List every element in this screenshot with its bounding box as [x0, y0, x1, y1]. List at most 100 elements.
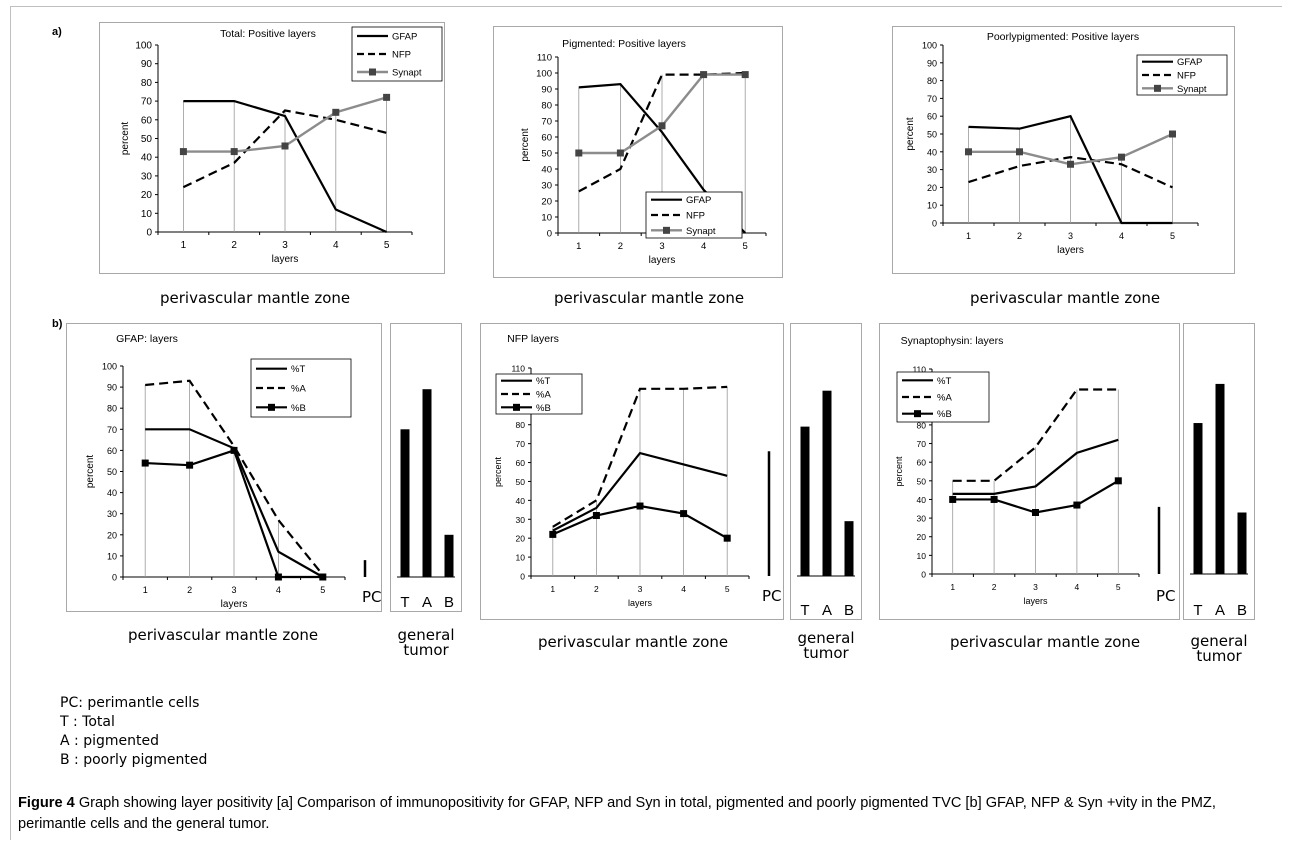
data-point	[275, 574, 282, 581]
y-axis-label: percent	[120, 122, 131, 156]
y-axis-label: percent	[520, 128, 531, 162]
legend-label: %T	[937, 376, 951, 387]
x-axis-label: layers	[649, 255, 676, 266]
y-axis-label: percent	[905, 117, 916, 151]
x-tick-label: 1	[181, 240, 187, 251]
y-tick-label: 40	[516, 496, 526, 506]
y-tick-label: 10	[917, 551, 927, 561]
y-tick-label: 50	[541, 149, 552, 160]
chart-title: GFAP: layers	[116, 333, 178, 345]
data-point	[1118, 154, 1125, 161]
data-point	[186, 462, 193, 469]
general-tumor-bar-t	[401, 429, 410, 577]
data-point	[1016, 148, 1023, 155]
general-tumor-category-label: B	[844, 602, 854, 619]
legend-label: Synapt	[686, 226, 716, 237]
data-point	[282, 142, 289, 149]
section-label-b: b)	[52, 318, 62, 330]
data-point	[949, 496, 956, 503]
data-point	[142, 460, 149, 467]
y-tick-label: 100	[922, 41, 937, 51]
x-tick-label: 4	[1075, 582, 1080, 592]
data-point	[991, 496, 998, 503]
chart-synaptophysin-layers: Synaptophysin: layers0102030405060708090…	[879, 323, 1180, 620]
general-tumor-bar-t	[801, 427, 810, 576]
tumor-word: tumor	[792, 646, 860, 661]
y-tick-label: 80	[141, 78, 153, 89]
zone-label-b1: perivascular mantle zone	[128, 626, 318, 644]
data-point	[1169, 131, 1176, 138]
chart-poorlypigmented-positive-layers: Poorlypigmented: Positive layers 0 10 20 30 4…	[892, 26, 1235, 274]
y-tick-label: 70	[107, 425, 117, 435]
general-tumor-bar-t	[1194, 423, 1203, 574]
legend-marker	[1154, 85, 1161, 92]
general-tumor-category-label: A	[822, 602, 832, 619]
y-tick-label: 50	[516, 477, 526, 487]
chart-svg: NFP layers010203040506070809010011012345…	[481, 324, 783, 619]
y-tick-label: 0	[547, 229, 552, 240]
x-tick-label: 1	[950, 582, 955, 592]
data-point	[593, 512, 600, 519]
x-tick-label: 2	[231, 240, 237, 251]
data-point	[724, 535, 731, 542]
general-tumor-category-label: T	[800, 602, 809, 619]
pc-label-b2: PC	[762, 587, 782, 605]
y-tick-label: 70	[541, 117, 552, 128]
y-tick-label: 50	[917, 476, 927, 486]
y-tick-label: 10	[541, 213, 552, 224]
y-tick-label: 0	[921, 570, 926, 580]
legend-label: Synapt	[1177, 84, 1207, 95]
y-tick-label: 60	[141, 115, 153, 126]
x-tick-label: 4	[333, 240, 339, 251]
y-tick-label: 20	[107, 530, 117, 540]
legend-label: %B	[536, 403, 551, 414]
data-point	[231, 148, 238, 155]
legend-label: GFAP	[1177, 57, 1202, 68]
y-tick-label: 80	[927, 76, 937, 86]
y-tick-label: 110	[511, 364, 525, 374]
chart-title: NFP layers	[507, 333, 559, 345]
y-tick-label: 40	[927, 147, 937, 157]
y-tick-label: 50	[927, 130, 937, 140]
general-tumor-label-b2: general tumor	[792, 631, 860, 661]
general-tumor-bar-b	[445, 535, 454, 577]
data-point	[1032, 509, 1039, 516]
x-tick-label: 4	[681, 584, 686, 594]
x-tick-label: 2	[1017, 231, 1022, 241]
x-tick-label: 5	[725, 584, 730, 594]
data-point	[1115, 477, 1122, 484]
section-label-a: a)	[52, 26, 62, 38]
x-tick-label: 3	[1068, 231, 1073, 241]
y-tick-label: 20	[516, 534, 526, 544]
data-point	[1073, 502, 1080, 509]
y-tick-label: 70	[516, 439, 526, 449]
general-tumor-category-label: A	[1215, 602, 1225, 619]
legend-label: %A	[536, 390, 551, 401]
general-tumor-category-label: B	[444, 594, 454, 611]
y-tick-label: 60	[917, 458, 927, 468]
chart-title: Poorlypigmented: Positive layers	[987, 31, 1139, 43]
general-tumor-category-label: T	[400, 594, 409, 611]
chart-pigmented-positive-layers: Pigmented: Positive layers 0 10 20 30 40 50 60 7…	[493, 26, 783, 278]
x-tick-label: 4	[276, 585, 281, 595]
x-axis-label: layers	[272, 254, 299, 265]
y-tick-label: 100	[135, 41, 152, 52]
chart-total-positive-layers: Total: Positive layers 0 10 20 30 40 50 60 70 80 9…	[99, 22, 445, 274]
y-tick-label: 60	[516, 458, 526, 468]
data-point	[319, 574, 326, 581]
x-tick-label: 3	[282, 240, 288, 251]
tumor-word: tumor	[392, 643, 460, 658]
data-point	[549, 531, 556, 538]
legend-marker	[369, 69, 376, 76]
data-point	[637, 503, 644, 510]
y-tick-label: 90	[107, 383, 117, 393]
x-tick-label: 4	[701, 241, 706, 252]
x-tick-label: 5	[743, 241, 748, 252]
data-point	[575, 150, 582, 157]
y-tick-label: 20	[917, 532, 927, 542]
y-tick-label: 60	[541, 133, 552, 144]
y-tick-label: 30	[141, 171, 153, 182]
legend-label: %B	[937, 409, 952, 420]
chart-svg: GFAP: layers01020304050607080901001 2 3 4 5l…	[67, 324, 381, 611]
